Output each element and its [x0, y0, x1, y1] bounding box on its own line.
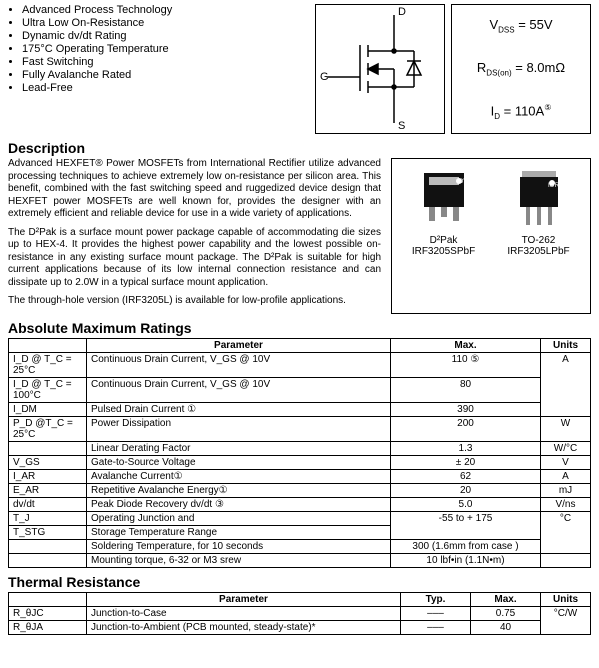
spec-vdss: VDSS = 55V	[489, 17, 552, 35]
feature-item: Advanced Process Technology	[22, 4, 309, 16]
table-row: R_θJCJunction-to-Case–––0.75°C/W	[9, 606, 591, 620]
col-param: Parameter	[87, 592, 401, 606]
svg-text:IƠR: IƠR	[548, 183, 560, 189]
col-max: Max.	[471, 592, 541, 606]
pin-g-label: G	[320, 71, 329, 83]
table-row: Linear Derating Factor1.3W/°C	[9, 441, 591, 455]
table-row: Soldering Temperature, for 10 seconds300…	[9, 539, 591, 553]
table-row: R_θJAJunction-to-Ambient (PCB mounted, s…	[9, 620, 591, 634]
key-specs-box: VDSS = 55V RDS(on) = 8.0mΩ ID = 110A⑤	[451, 4, 591, 134]
col-typ: Typ.	[401, 592, 471, 606]
col-units: Units	[541, 338, 591, 352]
col-param: Parameter	[87, 338, 391, 352]
feature-item: 175°C Operating Temperature	[22, 43, 309, 55]
pin-d-label: D	[398, 6, 406, 18]
spec-id: ID = 110A⑤	[491, 103, 552, 121]
package-d2pak: IƠR D²Pak IRF3205SPbF	[409, 167, 479, 309]
feature-item: Lead-Free	[22, 82, 309, 94]
description-para: The through-hole version (IRF3205L) is a…	[8, 295, 381, 308]
thermal-heading: Thermal Resistance	[8, 574, 591, 590]
col-sym	[9, 338, 87, 352]
feature-item: Fast Switching	[22, 56, 309, 68]
col-units: Units	[541, 592, 591, 606]
description-heading: Description	[8, 140, 591, 156]
package-to262: IƠR TO-262 IRF3205LPbF	[504, 167, 574, 309]
table-row: I_D @ T_C = 25°CContinuous Drain Current…	[9, 352, 591, 377]
table-header-row: Parameter Max. Units	[9, 338, 591, 352]
table-row: V_GSGate-to-Source Voltage± 20V	[9, 455, 591, 469]
table-row: I_ARAvalanche Current①62A	[9, 469, 591, 483]
package-box: IƠR D²Pak IRF3205SPbF IƠR TO-262 IRF3205…	[391, 158, 591, 314]
package-name: TO-262	[504, 235, 574, 246]
table-row: P_D @T_C = 25°CPower Dissipation200W	[9, 416, 591, 441]
amr-heading: Absolute Maximum Ratings	[8, 320, 591, 336]
description-para: The D²Pak is a surface mount power packa…	[8, 227, 381, 290]
package-part: IRF3205LPbF	[504, 246, 574, 257]
table-row: E_ARRepetitive Avalanche Energy①20mJ	[9, 483, 591, 497]
table-row: I_D @ T_C = 100°CContinuous Drain Curren…	[9, 377, 591, 402]
table-header-row: Parameter Typ. Max. Units	[9, 592, 591, 606]
amr-table: Parameter Max. Units I_D @ T_C = 25°CCon…	[8, 338, 591, 568]
table-row: T_JOperating Junction and-55 to + 175°C	[9, 511, 591, 525]
col-sym	[9, 592, 87, 606]
mosfet-symbol-diagram: D G S	[315, 4, 445, 134]
feature-list: Advanced Process Technology Ultra Low On…	[8, 4, 309, 95]
package-part: IRF3205SPbF	[409, 246, 479, 257]
table-row: Mounting torque, 6-32 or M3 srew10 lbf•i…	[9, 553, 591, 567]
package-name: D²Pak	[409, 235, 479, 246]
col-max: Max.	[391, 338, 541, 352]
spec-rdson: RDS(on) = 8.0mΩ	[477, 60, 565, 78]
feature-item: Fully Avalanche Rated	[22, 69, 309, 81]
description-body: Advanced HEXFET® Power MOSFETs from Inte…	[8, 158, 381, 314]
description-para: Advanced HEXFET® Power MOSFETs from Inte…	[8, 158, 381, 221]
feature-item: Ultra Low On-Resistance	[22, 17, 309, 29]
feature-item: Dynamic dv/dt Rating	[22, 30, 309, 42]
table-row: dv/dtPeak Diode Recovery dv/dt ③5.0V/ns	[9, 497, 591, 511]
thermal-table: Parameter Typ. Max. Units R_θJCJunction-…	[8, 592, 591, 635]
svg-text:IƠR: IƠR	[457, 179, 469, 185]
table-row: I_DMPulsed Drain Current ①390	[9, 402, 591, 416]
pin-s-label: S	[398, 120, 405, 131]
